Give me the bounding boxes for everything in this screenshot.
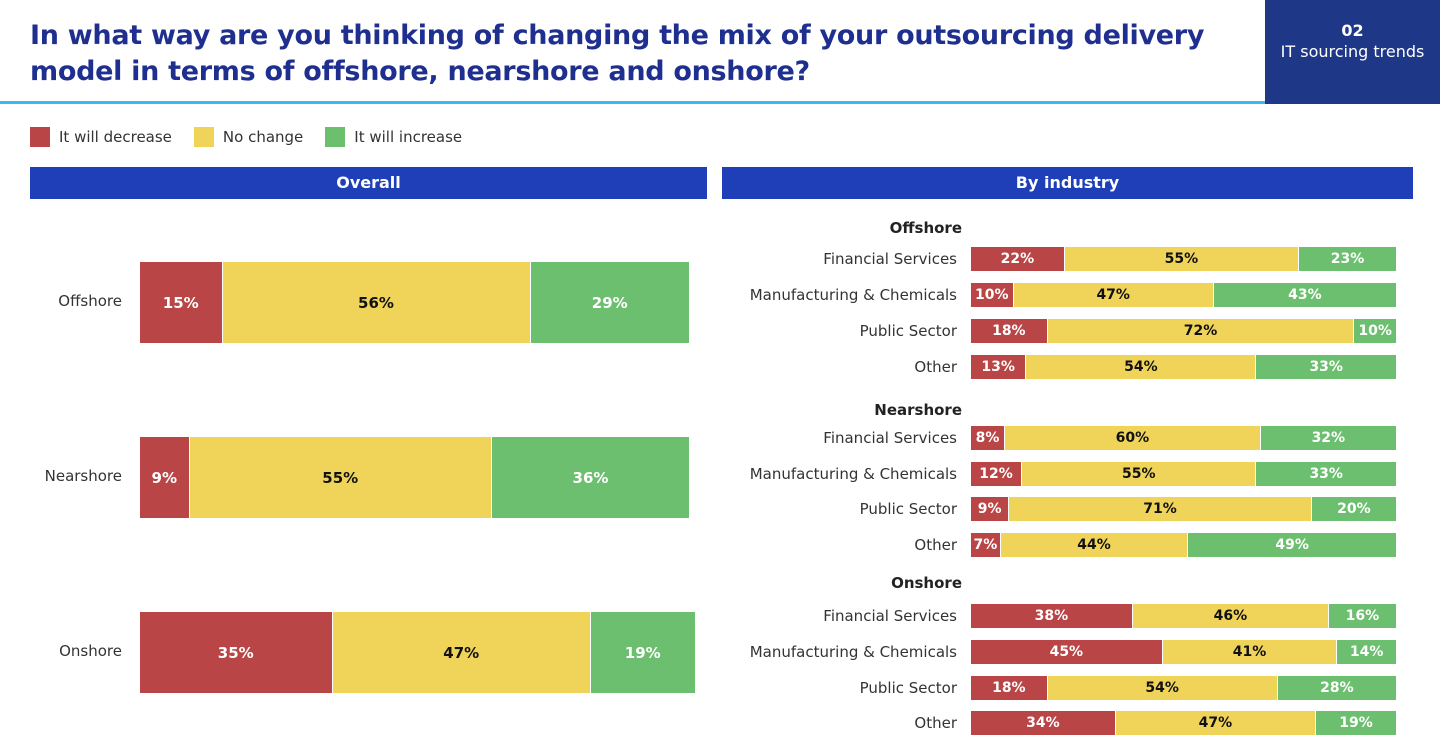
group-label: Onshore [891, 574, 962, 592]
legend-item-increase: It will increase [325, 127, 462, 147]
bar-segment-increase: 19% [591, 612, 696, 693]
bar-segment-decrease: 18% [971, 676, 1048, 700]
category-label: Financial Services [823, 250, 957, 268]
bar-segment-no-change: 55% [1064, 247, 1300, 271]
category-label: Manufacturing & Chemicals [749, 286, 957, 304]
bar-segment-no-change: 54% [1026, 355, 1257, 379]
category-label: Public Sector [859, 500, 957, 518]
bar-segment-decrease: 22% [971, 247, 1065, 271]
bar-segment-decrease: 18% [971, 319, 1048, 343]
bar-segment-no-change: 54% [1047, 676, 1278, 700]
section-number: 02 [1341, 21, 1364, 40]
bar-segment-increase: 32% [1260, 426, 1397, 450]
legend-swatch-no-change [193, 127, 214, 147]
bar-segment-increase: 20% [1311, 497, 1397, 521]
section-badge: 02 IT sourcing trends [1265, 0, 1440, 104]
category-label: Public Sector [859, 322, 957, 340]
bar-segment-no-change: 41% [1162, 640, 1338, 664]
bar-segment-no-change: 72% [1047, 319, 1355, 343]
bar-segment-no-change: 71% [1009, 497, 1312, 521]
category-label: Onshore [59, 642, 122, 660]
category-label: Public Sector [859, 679, 957, 697]
legend-label: It will decrease [59, 128, 172, 146]
legend-item-decrease: It will decrease [30, 127, 172, 147]
bar-segment-increase: 10% [1354, 319, 1397, 343]
bar-segment-no-change: 47% [332, 612, 591, 693]
bar-segment-increase: 23% [1299, 247, 1397, 271]
category-label: Nearshore [44, 467, 122, 485]
category-label: Other [914, 714, 957, 732]
bar-segment-no-change: 46% [1132, 604, 1329, 628]
section-name: IT sourcing trends [1280, 42, 1425, 61]
bar-segment-increase: 43% [1213, 283, 1397, 307]
bar-segment-increase: 36% [492, 437, 690, 518]
bar-segment-decrease: 38% [971, 604, 1133, 628]
bar-segment-increase: 33% [1256, 462, 1397, 486]
bar-segment-increase: 29% [530, 262, 690, 343]
bar-segment-increase: 49% [1188, 533, 1397, 557]
bar-segment-no-change: 56% [222, 262, 531, 343]
overall-panel-header: Overall [30, 167, 707, 199]
bar-segment-no-change: 44% [1000, 533, 1189, 557]
category-label: Other [914, 536, 957, 554]
legend-swatch-increase [325, 127, 346, 147]
by-industry-panel-header: By industry [722, 167, 1413, 199]
bar-segment-no-change: 47% [1115, 711, 1317, 735]
category-label: Financial Services [823, 429, 957, 447]
bar-segment-decrease: 12% [971, 462, 1023, 486]
bar-segment-increase: 19% [1316, 711, 1397, 735]
bar-segment-increase: 14% [1337, 640, 1397, 664]
bar-segment-no-change: 47% [1013, 283, 1214, 307]
bar-segment-increase: 28% [1277, 676, 1397, 700]
category-label: Other [914, 358, 957, 376]
bar-segment-decrease: 7% [971, 533, 1001, 557]
bar-segment-decrease: 45% [971, 640, 1163, 664]
legend-label: It will increase [354, 128, 463, 146]
legend: It will decrease No change It will incre… [30, 127, 462, 147]
bar-segment-decrease: 13% [971, 355, 1027, 379]
bar-segment-decrease: 8% [971, 426, 1006, 450]
category-label: Financial Services [823, 607, 957, 625]
category-label: Manufacturing & Chemicals [749, 643, 957, 661]
legend-item-no-change: No change [193, 127, 304, 147]
bar-segment-no-change: 55% [1022, 462, 1257, 486]
bar-segment-decrease: 9% [140, 437, 190, 518]
category-label: Manufacturing & Chemicals [749, 465, 957, 483]
bar-segment-decrease: 34% [971, 711, 1116, 735]
bar-segment-decrease: 10% [971, 283, 1014, 307]
bar-segment-decrease: 9% [971, 497, 1010, 521]
group-label: Nearshore [874, 401, 962, 419]
category-label: Offshore [58, 292, 122, 310]
title-divider [0, 101, 1265, 104]
bar-segment-decrease: 35% [140, 612, 333, 693]
bar-segment-no-change: 60% [1005, 426, 1261, 450]
page-title: In what way are you thinking of changing… [30, 20, 1205, 87]
group-label: Offshore [889, 219, 962, 237]
bar-segment-increase: 16% [1328, 604, 1397, 628]
legend-label: No change [222, 128, 304, 146]
bar-segment-increase: 33% [1256, 355, 1397, 379]
bar-segment-decrease: 15% [140, 262, 223, 343]
bar-segment-no-change: 55% [189, 437, 492, 518]
legend-swatch-decrease [30, 127, 50, 147]
